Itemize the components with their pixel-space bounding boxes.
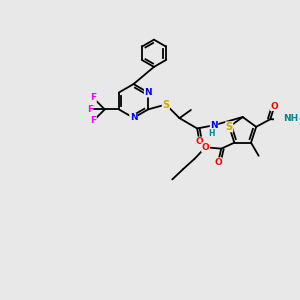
Text: N: N bbox=[144, 88, 152, 97]
Text: F: F bbox=[90, 116, 96, 125]
Text: 2: 2 bbox=[298, 118, 300, 127]
Text: O: O bbox=[214, 158, 222, 167]
Text: O: O bbox=[196, 137, 203, 146]
Text: H: H bbox=[208, 129, 214, 138]
Text: N: N bbox=[130, 113, 137, 122]
Text: F: F bbox=[90, 94, 96, 103]
Text: S: S bbox=[226, 122, 233, 132]
Text: O: O bbox=[271, 102, 278, 111]
Text: O: O bbox=[202, 143, 209, 152]
Text: NH: NH bbox=[283, 114, 298, 123]
Text: S: S bbox=[162, 100, 169, 110]
Text: F: F bbox=[87, 105, 93, 114]
Text: N: N bbox=[210, 121, 218, 130]
